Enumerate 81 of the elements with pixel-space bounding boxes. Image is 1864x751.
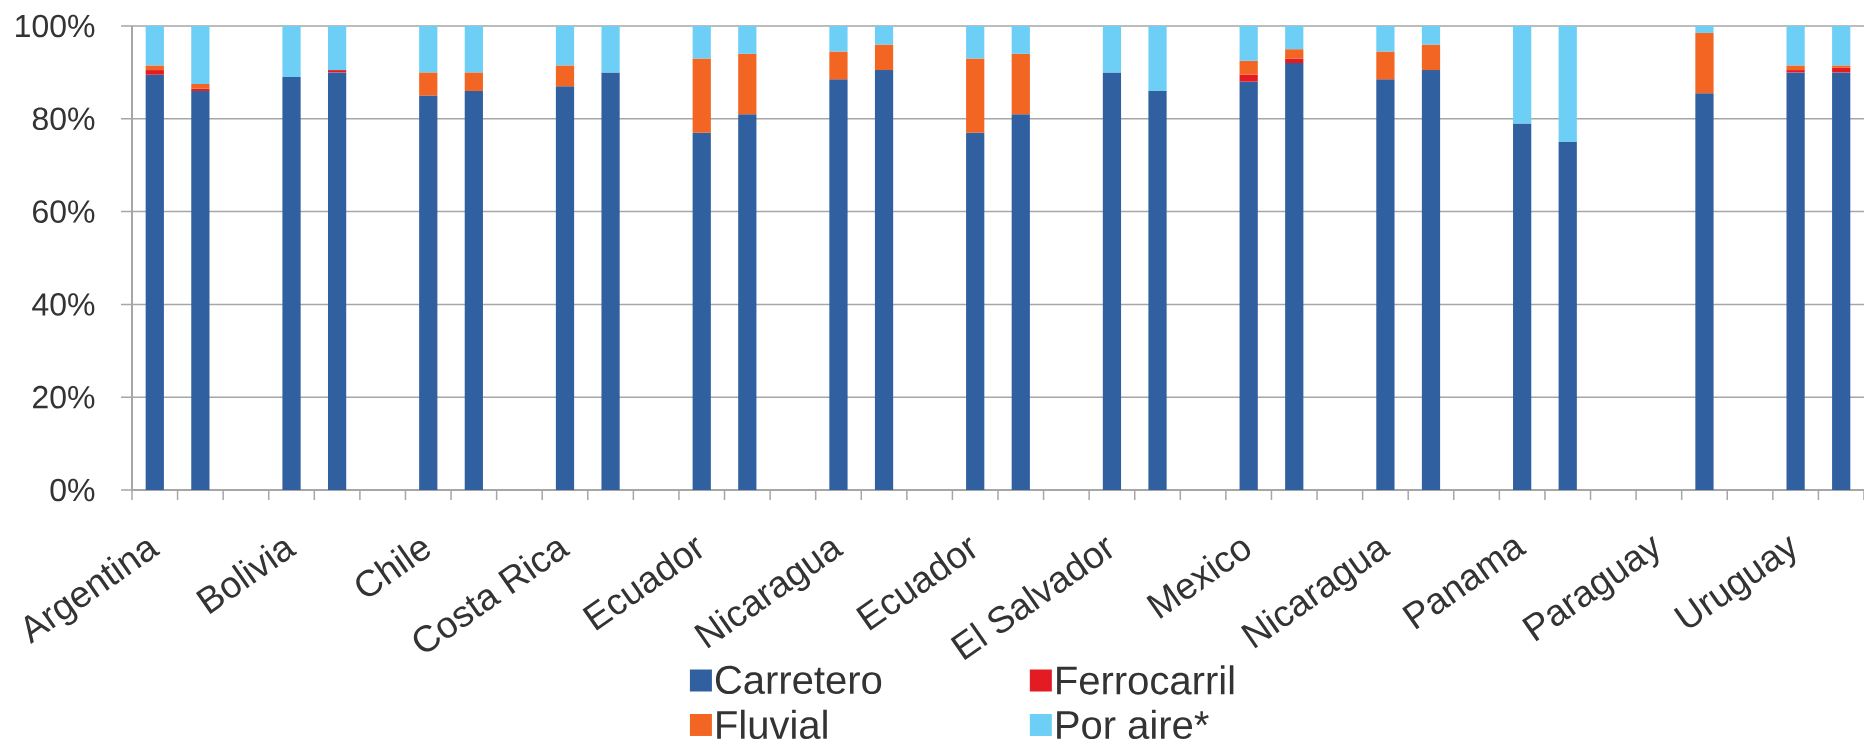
bar: [601, 72, 620, 490]
bar: [1695, 26, 1714, 33]
bar: [1376, 51, 1395, 80]
bar: [1832, 72, 1851, 490]
bar: [829, 26, 848, 52]
bar: [1695, 93, 1714, 490]
bar: [191, 26, 210, 84]
bar: [692, 132, 711, 490]
bar: [282, 26, 301, 78]
legend-label: Por aire*: [1057, 709, 1209, 740]
bar: [555, 26, 575, 66]
bar: [1421, 26, 1441, 45]
y-tick-label: 20%: [33, 385, 95, 409]
bar: [738, 114, 757, 490]
bar: [874, 44, 894, 71]
bar: [966, 26, 985, 59]
bar: [327, 26, 347, 71]
bar: [1148, 26, 1167, 91]
bar: [1376, 79, 1395, 490]
bar: [692, 58, 711, 133]
bar: [555, 86, 575, 490]
bar: [464, 26, 483, 73]
legend-label: Ferrocarril: [1057, 665, 1234, 695]
bar: [1421, 44, 1441, 71]
bar: [692, 26, 711, 59]
bar: [145, 65, 164, 71]
bar: [464, 72, 483, 91]
bar: [555, 65, 575, 87]
bar: [874, 26, 894, 45]
bar: [191, 84, 210, 89]
bar: [1102, 72, 1122, 490]
bar: [1285, 49, 1304, 59]
bar: [1832, 65, 1851, 68]
bar: [1513, 26, 1532, 124]
y-tick-label: 100%: [16, 14, 95, 38]
bar: [145, 74, 164, 490]
bar: [419, 72, 438, 96]
bar: [327, 72, 347, 490]
bar: [1285, 58, 1304, 64]
bar: [1513, 123, 1532, 490]
bar: [1102, 26, 1122, 73]
bar: [1239, 60, 1258, 75]
bar: [282, 77, 301, 490]
bar: [419, 95, 438, 490]
bar: [874, 70, 894, 490]
bar: [1558, 26, 1577, 142]
legend-label: Fluvial: [717, 709, 827, 740]
bar: [1786, 65, 1805, 71]
bar: [1832, 26, 1851, 66]
bar: [1421, 70, 1441, 490]
bar: [829, 51, 848, 80]
legend-label: Carretero: [715, 665, 882, 695]
y-tick-label: 0%: [50, 478, 95, 502]
bar: [1376, 26, 1395, 52]
bar: [966, 132, 985, 490]
bar: [1786, 72, 1805, 490]
bar: [1239, 74, 1258, 82]
bar: [1148, 90, 1167, 490]
y-tick-label: 40%: [32, 293, 95, 316]
bar: [1011, 26, 1030, 54]
bar: [1011, 114, 1030, 490]
bar: [1786, 26, 1805, 66]
bar: [1011, 53, 1030, 115]
bar: [1239, 26, 1258, 61]
bar: [191, 90, 210, 490]
bar: [966, 58, 985, 133]
bar: [829, 79, 848, 490]
bar: [419, 26, 438, 73]
bar: [601, 26, 620, 73]
bar: [738, 26, 757, 54]
bar: [464, 90, 483, 490]
bar: [1558, 142, 1577, 490]
bar: [1695, 32, 1714, 94]
bar: [1239, 81, 1258, 490]
bar: [145, 70, 164, 75]
bar: [1285, 63, 1304, 490]
bar: [1285, 26, 1304, 50]
y-tick-label: 60%: [33, 200, 95, 223]
y-tick-label: 80%: [32, 107, 95, 131]
bar: [738, 53, 757, 115]
bar: [145, 26, 164, 66]
